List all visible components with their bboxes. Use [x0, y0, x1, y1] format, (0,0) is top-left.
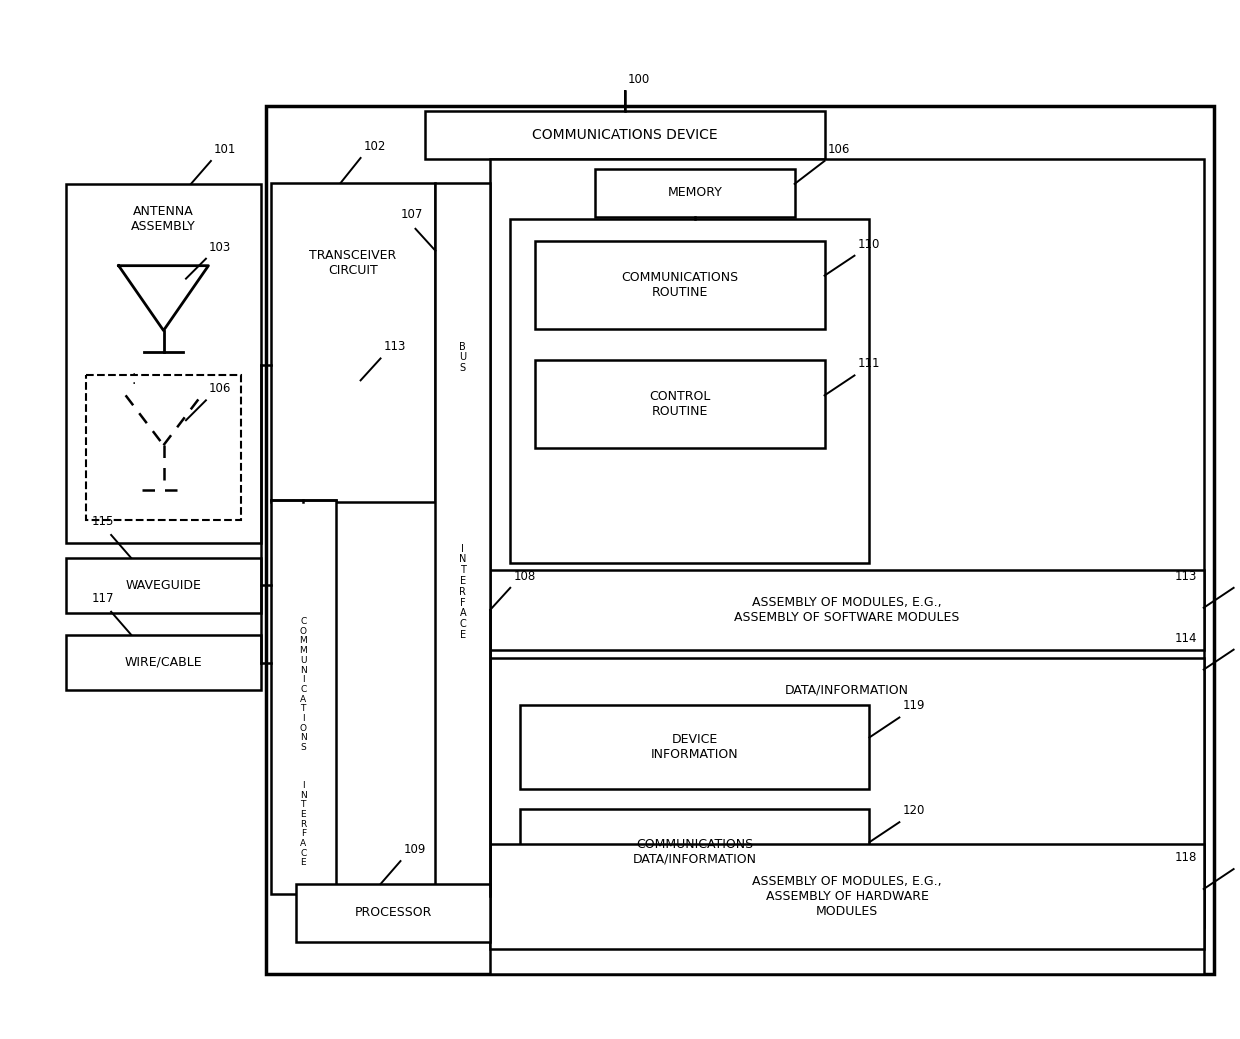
Text: COMMUNICATIONS
ROUTINE: COMMUNICATIONS ROUTINE — [621, 270, 739, 298]
Text: DATA/INFORMATION: DATA/INFORMATION — [785, 683, 909, 696]
Text: WIRE/CABLE: WIRE/CABLE — [125, 656, 202, 669]
Text: 113: 113 — [383, 341, 405, 353]
Text: ·: · — [131, 369, 135, 382]
Bar — [490, 658, 1204, 927]
Bar — [490, 569, 1204, 649]
Text: 117: 117 — [92, 592, 114, 605]
Text: 106: 106 — [827, 143, 849, 156]
Bar — [270, 183, 435, 502]
Bar — [66, 558, 260, 613]
Text: ·: · — [131, 377, 135, 392]
Bar — [66, 184, 260, 543]
Text: 118: 118 — [1174, 851, 1197, 864]
Bar — [536, 361, 825, 448]
Bar — [521, 809, 869, 894]
Text: PROCESSOR: PROCESSOR — [355, 906, 432, 920]
Text: TRANSCEIVER
CIRCUIT: TRANSCEIVER CIRCUIT — [310, 248, 397, 276]
Text: ASSEMBLY OF MODULES, E.G.,
ASSEMBLY OF HARDWARE
MODULES: ASSEMBLY OF MODULES, E.G., ASSEMBLY OF H… — [753, 875, 942, 918]
Text: I
N
T
E
R
F
A
C
E: I N T E R F A C E — [459, 543, 466, 640]
Text: ANTENNA
ASSEMBLY: ANTENNA ASSEMBLY — [131, 205, 196, 233]
Bar — [490, 159, 1204, 974]
Text: 101: 101 — [215, 143, 237, 156]
Text: 109: 109 — [403, 843, 425, 856]
Text: 107: 107 — [401, 208, 423, 221]
Text: 113: 113 — [1174, 569, 1197, 583]
Text: 119: 119 — [903, 699, 925, 713]
Bar — [510, 219, 869, 563]
Text: CONTROL
ROUTINE: CONTROL ROUTINE — [650, 391, 711, 419]
Bar — [295, 884, 490, 942]
Text: COMMUNICATIONS DEVICE: COMMUNICATIONS DEVICE — [532, 128, 718, 142]
Text: ASSEMBLY OF MODULES, E.G.,
ASSEMBLY OF SOFTWARE MODULES: ASSEMBLY OF MODULES, E.G., ASSEMBLY OF S… — [734, 595, 960, 623]
Bar — [595, 169, 795, 217]
Bar — [66, 635, 260, 690]
Text: 100: 100 — [627, 73, 650, 86]
Text: 111: 111 — [858, 357, 880, 370]
Bar — [521, 704, 869, 790]
Bar — [265, 106, 1214, 974]
Text: C
O
M
M
U
N
I
C
A
T
I
O
N
S: C O M M U N I C A T I O N S — [299, 617, 308, 752]
Bar — [87, 375, 241, 520]
Text: MEMORY: MEMORY — [667, 186, 722, 199]
Text: DEVICE
INFORMATION: DEVICE INFORMATION — [651, 732, 739, 761]
Text: COMMUNICATIONS
DATA/INFORMATION: COMMUNICATIONS DATA/INFORMATION — [632, 837, 756, 865]
Text: WAVEGUIDE: WAVEGUIDE — [125, 579, 201, 592]
Text: 115: 115 — [92, 515, 114, 528]
Bar — [425, 111, 825, 159]
Bar — [270, 500, 336, 894]
Text: 103: 103 — [208, 241, 231, 254]
Text: B
U
S: B U S — [459, 342, 466, 373]
Bar — [435, 183, 490, 894]
Text: 114: 114 — [1174, 632, 1198, 644]
Text: 102: 102 — [363, 140, 386, 153]
Bar — [490, 844, 1204, 949]
Text: 106: 106 — [208, 382, 232, 395]
Text: 110: 110 — [858, 238, 880, 250]
Text: 120: 120 — [903, 804, 925, 818]
Bar — [536, 241, 825, 328]
Text: 108: 108 — [513, 569, 536, 583]
Text: I
N
T
E
R
F
A
C
E: I N T E R F A C E — [300, 781, 306, 868]
